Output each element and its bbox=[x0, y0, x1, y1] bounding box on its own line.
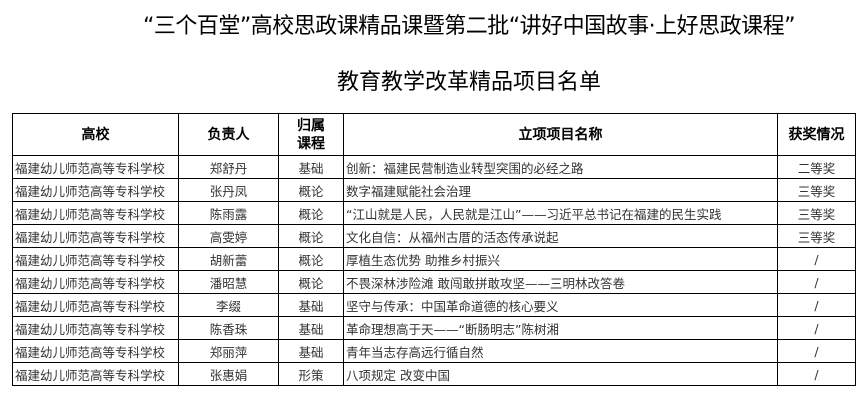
cell-leader: 郑丽萍 bbox=[178, 339, 279, 363]
project-list-table: 高校 负责人 归属课程 立项项目名称 获奖情况 福建幼儿师范高等专科学校 郑舒丹基… bbox=[12, 113, 856, 386]
cell-leader: 张惠娟 bbox=[178, 362, 279, 386]
cell-project: 不畏深林涉险滩 敢闯敢拼敢攻坚——三明林改答卷 bbox=[343, 270, 778, 294]
table-row: 福建幼儿师范高等专科学校 潘昭慧 概论 不畏深林涉险滩 敢闯敢拼敢攻坚——三明林改答卷… bbox=[12, 270, 856, 294]
table-row: 福建幼儿师范高等专科学校 李缀 基础 坚守与传承：中国革命道德的核心要义 / bbox=[12, 293, 856, 317]
cell-award: / bbox=[777, 316, 856, 340]
cell-school: 福建幼儿师范高等专科学校 bbox=[12, 270, 179, 294]
cell-project: 八项规定 改变中国 bbox=[343, 362, 778, 386]
cell-course: 基础 bbox=[278, 316, 344, 340]
cell-award: / bbox=[777, 270, 856, 294]
table-row: 福建幼儿师范高等专科学校 胡新蕾 概论 厚植生态优势 助推乡村振兴 / bbox=[12, 247, 856, 271]
cell-course: 概论 bbox=[278, 224, 344, 248]
cell-leader: 陈香珠 bbox=[178, 316, 279, 340]
document-title: “三个百堂”高校思政课精品课暨第二批“讲好中国故事·上好思政课程” bbox=[142, 14, 796, 39]
cell-school: 福建幼儿师范高等专科学校 bbox=[12, 155, 179, 179]
table-row: 福建幼儿师范高等专科学校 张惠娟 形策 八项规定 改变中国 / bbox=[12, 362, 856, 386]
table-row: 福建幼儿师范高等专科学校 陈雨露 概论 “江山就是人民，人民就是江山”——习近平总书记… bbox=[12, 201, 856, 225]
cell-project: 坚守与传承：中国革命道德的核心要义 bbox=[343, 293, 778, 317]
cell-award: / bbox=[777, 362, 856, 386]
cell-project: 数字福建赋能社会治理 bbox=[343, 178, 778, 202]
cell-leader: 陈雨露 bbox=[178, 201, 279, 225]
cell-leader: 郑舒丹 bbox=[178, 155, 279, 179]
cell-school: 福建幼儿师范高等专科学校 bbox=[12, 339, 179, 363]
cell-leader: 李缀 bbox=[178, 293, 279, 317]
cell-project: “江山就是人民，人民就是江山”——习近平总书记在福建的民生实践 bbox=[343, 201, 778, 225]
cell-leader: 高雯婷 bbox=[178, 224, 279, 248]
cell-school: 福建幼儿师范高等专科学校 bbox=[12, 316, 179, 340]
cell-school: 福建幼儿师范高等专科学校 bbox=[12, 178, 179, 202]
cell-school: 福建幼儿师范高等专科学校 bbox=[12, 201, 179, 225]
header-project: 立项项目名称 bbox=[343, 113, 778, 156]
cell-project: 厚植生态优势 助推乡村振兴 bbox=[343, 247, 778, 271]
header-school: 高校 bbox=[12, 113, 179, 156]
cell-course: 基础 bbox=[278, 293, 344, 317]
cell-award: 二等奖 bbox=[777, 155, 856, 179]
cell-course: 概论 bbox=[278, 201, 344, 225]
cell-award: 三等奖 bbox=[777, 224, 856, 248]
cell-project: 文化自信：从福州古厝的活态传承说起 bbox=[343, 224, 778, 248]
cell-award: / bbox=[777, 247, 856, 271]
cell-leader: 张丹凤 bbox=[178, 178, 279, 202]
cell-course: 概论 bbox=[278, 270, 344, 294]
cell-school: 福建幼儿师范高等专科学校 bbox=[12, 362, 179, 386]
header-leader: 负责人 bbox=[178, 113, 279, 156]
table-row: 福建幼儿师范高等专科学校 郑舒丹 基础 创新：福建民营制造业转型突围的必经之路 二等奖 bbox=[12, 155, 856, 179]
table-row: 福建幼儿师范高等专科学校 张丹凤 概论 数字福建赋能社会治理 三等奖 bbox=[12, 178, 856, 202]
header-award: 获奖情况 bbox=[777, 113, 856, 156]
cell-course: 形策 bbox=[278, 362, 344, 386]
cell-project: 革命理想高于天——“断肠明志”陈树湘 bbox=[343, 316, 778, 340]
table-header-row: 高校 负责人 归属课程 立项项目名称 获奖情况 bbox=[12, 113, 856, 156]
cell-course: 概论 bbox=[278, 178, 344, 202]
document-subtitle: 教育教学改革精品项目名单 bbox=[336, 70, 601, 95]
cell-school: 福建幼儿师范高等专科学校 bbox=[12, 224, 179, 248]
table-row: 福建幼儿师范高等专科学校 郑丽萍 基础 青年当志存高远行循自然 / bbox=[12, 339, 856, 363]
table-row: 福建幼儿师范高等专科学校 高雯婷 概论 文化自信：从福州古厝的活态传承说起 三等奖 bbox=[12, 224, 856, 248]
cell-project: 创新：福建民营制造业转型突围的必经之路 bbox=[343, 155, 778, 179]
cell-leader: 胡新蕾 bbox=[178, 247, 279, 271]
cell-school: 福建幼儿师范高等专科学校 bbox=[12, 247, 179, 271]
header-course: 归属课程 bbox=[278, 113, 344, 156]
cell-award: 三等奖 bbox=[777, 201, 856, 225]
cell-course: 基础 bbox=[278, 339, 344, 363]
cell-award: / bbox=[777, 339, 856, 363]
table-row: 福建幼儿师范高等专科学校 陈香珠 基础 革命理想高于天——“断肠明志”陈树湘 / bbox=[12, 316, 856, 340]
cell-course: 基础 bbox=[278, 155, 344, 179]
cell-course: 概论 bbox=[278, 247, 344, 271]
cell-award: 三等奖 bbox=[777, 178, 856, 202]
cell-project: 青年当志存高远行循自然 bbox=[343, 339, 778, 363]
cell-school: 福建幼儿师范高等专科学校 bbox=[12, 293, 179, 317]
cell-award: / bbox=[777, 293, 856, 317]
cell-leader: 潘昭慧 bbox=[178, 270, 279, 294]
